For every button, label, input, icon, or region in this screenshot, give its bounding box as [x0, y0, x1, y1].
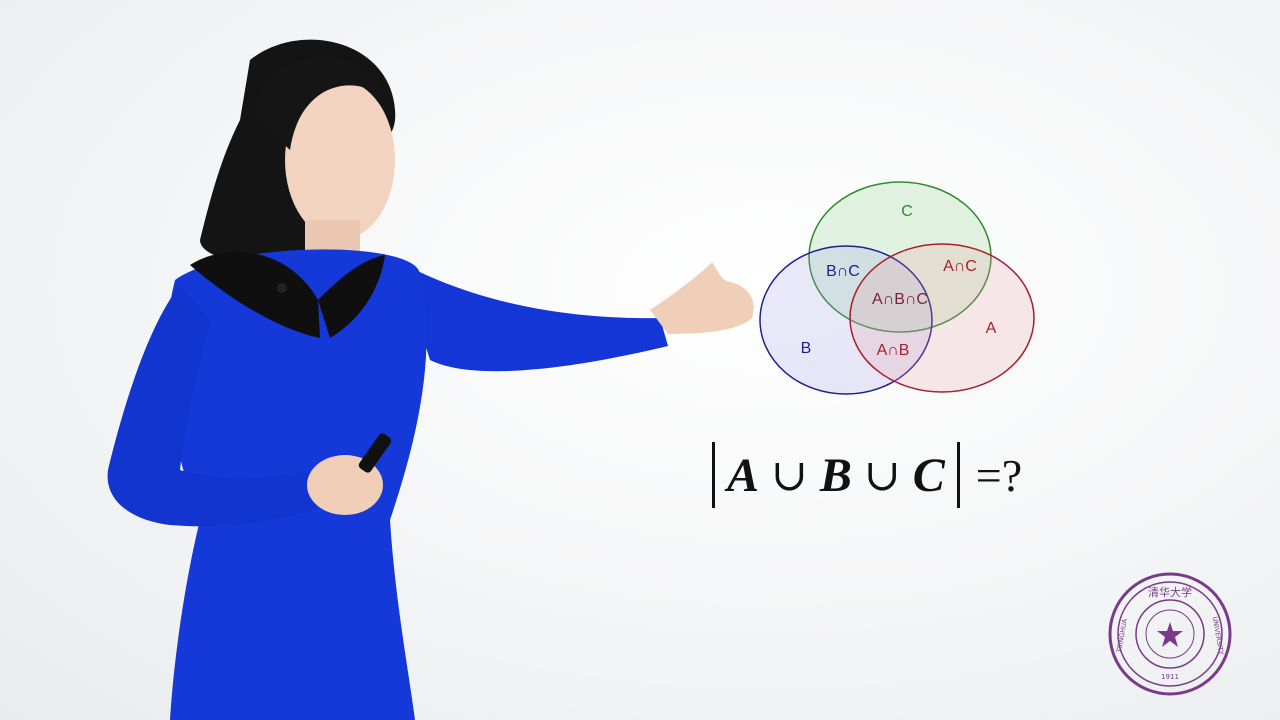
label-b: B: [801, 340, 812, 357]
formula-var-b: B: [819, 448, 852, 502]
seal-text-top: 清华大学: [1148, 585, 1192, 599]
union-symbol-1: ∪: [771, 449, 808, 501]
label-b-and-c: B∩C: [826, 263, 860, 280]
abs-bar-right: [956, 442, 960, 508]
star-icon: [1157, 622, 1183, 647]
formula-var-a: A: [727, 448, 760, 502]
abs-bar-left: [712, 442, 715, 508]
label-a-and-b: A∩B: [877, 342, 910, 359]
label-a-and-c: A∩C: [943, 258, 977, 275]
label-a: A: [986, 320, 997, 337]
label-a-and-b-and-c: A∩B∩C: [872, 291, 928, 308]
university-seal-logo: 清华大学 TSINGHUA UNIVERSITY 1911: [1108, 572, 1232, 696]
venn-diagram: C B∩C A∩C A∩B∩C A B A∩B: [759, 181, 1035, 395]
seal-year: 1911: [1161, 673, 1179, 681]
union-symbol-2: ∪: [863, 449, 901, 501]
circle-b: [759, 245, 933, 395]
label-c: C: [901, 203, 913, 220]
circle-a: [849, 243, 1035, 393]
formula-rhs: =?: [975, 449, 1023, 501]
seal-text-left: TSINGHUA: [1115, 618, 1129, 654]
seal-text-right: UNIVERSITY: [1211, 616, 1226, 655]
union-cardinality-formula: A ∪ B ∪ C =?: [712, 438, 1022, 512]
formula-var-c: C: [912, 448, 945, 502]
